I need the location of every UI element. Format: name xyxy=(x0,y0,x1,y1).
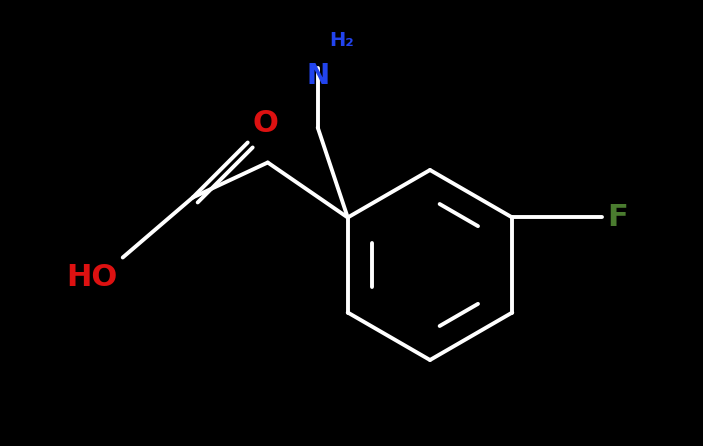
Text: HO: HO xyxy=(67,263,117,292)
Text: O: O xyxy=(252,108,278,137)
Text: H₂: H₂ xyxy=(330,30,354,50)
Text: N: N xyxy=(307,62,329,91)
Text: F: F xyxy=(607,203,628,232)
